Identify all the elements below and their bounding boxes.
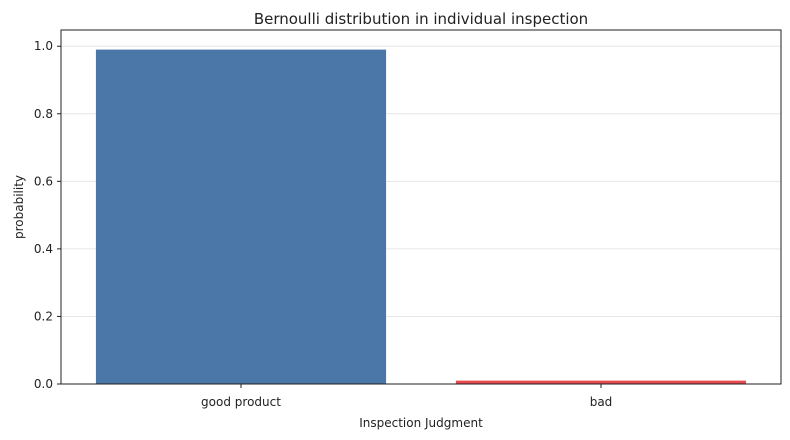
y-tick-label: 0.6 bbox=[34, 174, 53, 188]
bar-good-product bbox=[95, 49, 387, 384]
chart-title: Bernoulli distribution in individual ins… bbox=[254, 10, 588, 28]
y-tick-label: 0.0 bbox=[34, 377, 53, 391]
x-tick-label: bad bbox=[590, 395, 613, 409]
bar-bad bbox=[455, 380, 747, 384]
x-axis-ticks: good product bad bbox=[201, 384, 612, 409]
bars bbox=[95, 49, 747, 384]
plot-frame bbox=[60, 29, 782, 385]
y-tick-label: 0.2 bbox=[34, 309, 53, 323]
y-axis-ticks: 0.0 0.2 0.4 0.6 0.8 1.0 bbox=[34, 39, 61, 391]
y-tick-label: 0.4 bbox=[34, 242, 53, 256]
y-tick-label: 0.8 bbox=[34, 107, 53, 121]
x-axis-label: Inspection Judgment bbox=[359, 416, 483, 430]
x-tick-label: good product bbox=[201, 395, 281, 409]
y-tick-label: 1.0 bbox=[34, 39, 53, 53]
y-axis-label: probability bbox=[12, 175, 26, 239]
